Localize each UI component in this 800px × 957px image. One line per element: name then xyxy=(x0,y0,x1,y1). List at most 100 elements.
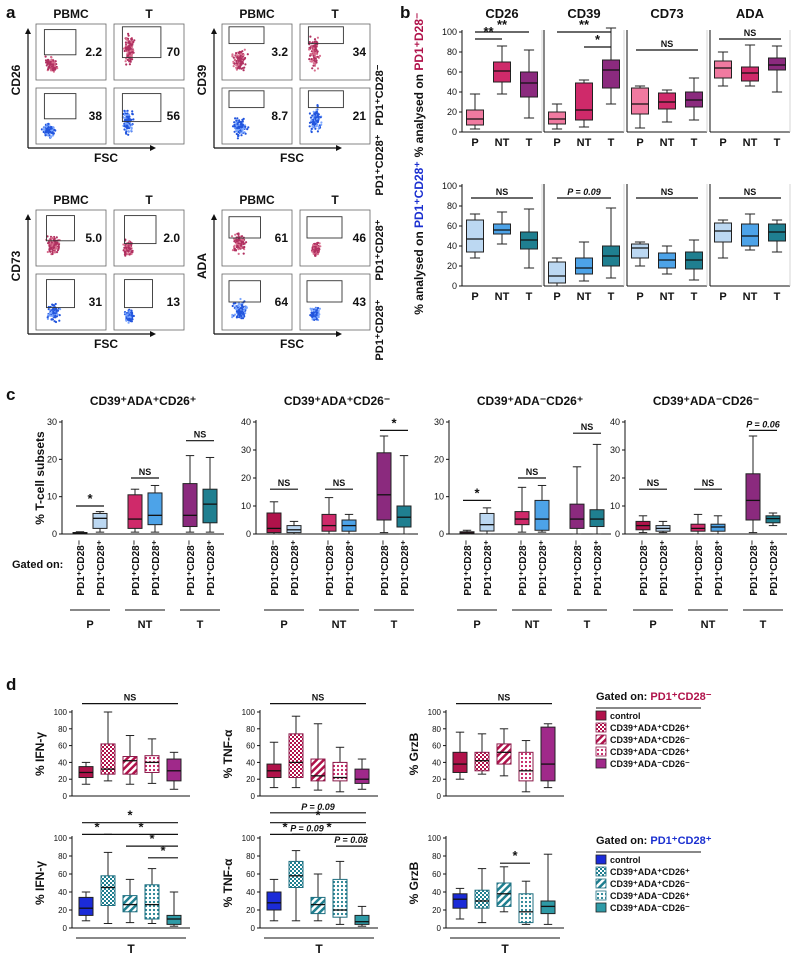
box-iqr xyxy=(332,878,348,918)
x-cat-label: P xyxy=(553,137,560,149)
box-NT xyxy=(710,515,726,535)
event-dot xyxy=(129,247,132,250)
boxplot-c3: 0 10 20 30 PD1⁺CD28⁻ PD1⁺CD28⁺ PD1⁺CD28⁻ PD1⁺CD… xyxy=(434,417,611,631)
event-dot xyxy=(127,127,131,130)
gate-label-red: PD1⁺CD28⁻ xyxy=(186,540,197,596)
x-cat-label: NT xyxy=(660,137,675,149)
event-dot xyxy=(46,317,50,320)
event-dot xyxy=(237,133,240,137)
y-tick-label: 20 xyxy=(58,775,67,784)
event-dot xyxy=(124,312,127,315)
box-P xyxy=(714,219,732,259)
event-dot xyxy=(239,125,242,128)
x-cat-label: NT xyxy=(743,137,758,149)
event-dot xyxy=(53,320,56,323)
event-dot xyxy=(310,127,313,130)
event-dot xyxy=(312,252,315,255)
side-label-top-red: PD1⁺CD28⁻ xyxy=(374,64,386,125)
flow-plot-cell: 34 xyxy=(299,23,371,81)
event-dot xyxy=(54,312,57,315)
gate-box xyxy=(124,279,153,309)
event-dot xyxy=(235,119,238,122)
boxplot-d2: 0 20 40 60 80 100 NS % TNF-α xyxy=(221,693,378,801)
event-dot xyxy=(243,66,246,69)
event-dot xyxy=(52,308,55,311)
event-dot xyxy=(235,124,238,127)
event-dot xyxy=(58,319,61,322)
significance-label: P = 0.06 xyxy=(746,419,780,429)
gate-percentage: 34 xyxy=(353,45,367,59)
y-tick-label: 20 xyxy=(447,107,457,117)
significance-label: * xyxy=(326,819,332,834)
boxplot-c1: 0 10 20 30 PD1⁺CD28⁻ PD1⁺CD28⁺ PD1⁺CD28⁻ PD1⁺CD… xyxy=(47,417,224,631)
event-dot xyxy=(242,117,245,120)
box-iqr xyxy=(147,492,163,526)
flow-plot-frame xyxy=(113,87,185,145)
significance-label: P = 0.08 xyxy=(334,835,367,845)
event-dot xyxy=(246,128,249,131)
x-arrow-head xyxy=(150,145,156,151)
event-dot xyxy=(316,241,319,245)
y-tick-label: 0 xyxy=(437,792,442,801)
event-dot xyxy=(49,136,53,139)
box-0 xyxy=(266,878,282,922)
significance-label: NS xyxy=(124,693,137,703)
box-iqr xyxy=(332,761,348,782)
event-dot xyxy=(46,62,49,65)
box-0 xyxy=(452,887,468,920)
significance-label: ** xyxy=(497,17,508,32)
group-label: P xyxy=(473,619,480,631)
event-dot xyxy=(57,247,60,250)
event-dot xyxy=(131,249,134,252)
x-cat-label: P xyxy=(719,137,726,149)
event-dot xyxy=(311,49,314,52)
group-label: T xyxy=(315,942,323,956)
box-1 xyxy=(288,715,304,789)
y-tick-label: 40 xyxy=(610,417,620,427)
event-dot xyxy=(316,120,319,124)
box-0 xyxy=(452,731,468,780)
event-dot xyxy=(240,304,243,307)
event-dot xyxy=(242,127,245,130)
y-tick-label: 80 xyxy=(447,47,457,57)
event-dot xyxy=(245,241,248,244)
event-dot xyxy=(311,67,314,70)
event-dot xyxy=(314,53,317,57)
gate-box xyxy=(306,216,343,239)
event-dot xyxy=(126,39,129,42)
gate-label-blue: PD1⁺CD28⁺ xyxy=(593,540,604,596)
box-iqr xyxy=(765,515,781,524)
y-tick-label: 20 xyxy=(246,906,255,915)
event-dot xyxy=(48,63,52,66)
box-P xyxy=(72,531,88,535)
gate-percentage: 13 xyxy=(167,295,181,309)
event-dot xyxy=(52,312,55,315)
event-dot xyxy=(45,61,48,64)
gate-label-blue: PD1⁺CD28⁺ xyxy=(483,540,494,596)
flow-col-label-left: PBMC xyxy=(53,7,89,21)
legend-item-label: CD39⁺ADA⁻CD26⁻ xyxy=(610,903,690,913)
y-tick-label: 20 xyxy=(432,906,441,915)
event-dot xyxy=(314,51,317,55)
flow-plot-cell: 46 xyxy=(299,209,371,267)
event-dot xyxy=(43,128,46,131)
event-dot xyxy=(235,66,238,69)
box-NT xyxy=(127,488,143,533)
x-cat-label: NT xyxy=(577,291,592,303)
event-dot xyxy=(122,243,125,246)
event-dot xyxy=(309,60,312,63)
event-dot xyxy=(308,112,311,115)
box-NT xyxy=(493,211,511,245)
gate-box xyxy=(307,90,344,109)
box-iqr xyxy=(714,222,732,243)
significance-label: P = 0.09 xyxy=(301,802,334,812)
event-dot xyxy=(316,315,319,318)
x-cat-label: P xyxy=(636,137,643,149)
flow-col-label-right: T xyxy=(331,7,339,21)
event-dot xyxy=(316,245,319,248)
event-dot xyxy=(309,52,312,56)
y-tick-label: 0 xyxy=(439,529,444,539)
legend-heading: Gated on: PD1⁺CD28⁺ xyxy=(596,835,712,847)
flow-y-label: CD39 xyxy=(195,64,209,95)
legend-swatch xyxy=(595,890,607,901)
